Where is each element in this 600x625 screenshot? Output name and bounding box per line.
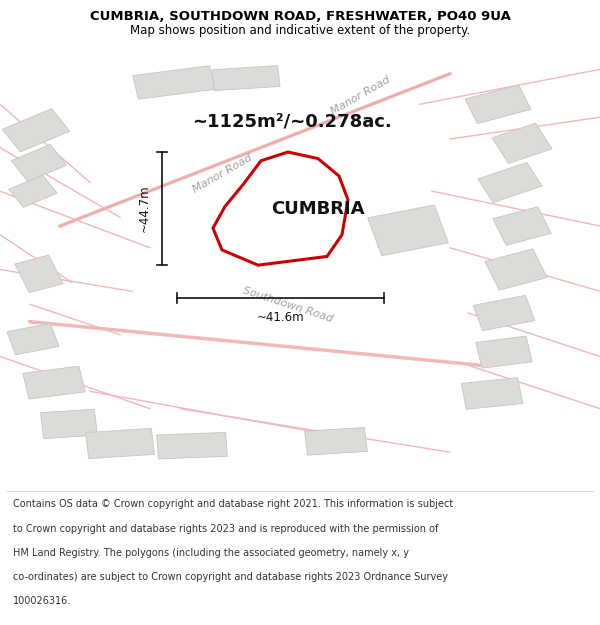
Polygon shape — [274, 228, 314, 254]
Polygon shape — [473, 296, 535, 331]
Polygon shape — [476, 336, 532, 368]
Polygon shape — [478, 162, 542, 202]
Polygon shape — [157, 432, 227, 459]
Polygon shape — [7, 323, 59, 355]
Text: to Crown copyright and database rights 2023 and is reproduced with the permissio: to Crown copyright and database rights 2… — [13, 524, 439, 534]
Polygon shape — [465, 85, 531, 124]
Text: ~41.6m: ~41.6m — [257, 311, 304, 324]
Polygon shape — [212, 66, 280, 91]
Text: CUMBRIA, SOUTHDOWN ROAD, FRESHWATER, PO40 9UA: CUMBRIA, SOUTHDOWN ROAD, FRESHWATER, PO4… — [89, 11, 511, 23]
Polygon shape — [15, 255, 63, 292]
Polygon shape — [226, 192, 290, 234]
Text: 100026316.: 100026316. — [13, 596, 71, 606]
Polygon shape — [492, 123, 552, 164]
Text: CUMBRIA: CUMBRIA — [271, 199, 365, 217]
Polygon shape — [23, 366, 85, 399]
Text: Map shows position and indicative extent of the property.: Map shows position and indicative extent… — [130, 24, 470, 38]
Polygon shape — [493, 207, 551, 245]
Text: Manor Road: Manor Road — [329, 74, 391, 116]
Polygon shape — [368, 205, 448, 256]
Polygon shape — [305, 428, 367, 455]
Polygon shape — [461, 378, 523, 409]
Polygon shape — [2, 109, 70, 152]
Polygon shape — [41, 409, 97, 439]
Polygon shape — [11, 144, 67, 181]
Text: Contains OS data © Crown copyright and database right 2021. This information is : Contains OS data © Crown copyright and d… — [13, 499, 454, 509]
Text: Southdown Road: Southdown Road — [242, 285, 334, 324]
Polygon shape — [86, 428, 154, 459]
Text: Manor Road: Manor Road — [191, 152, 253, 195]
Text: ~1125m²/~0.278ac.: ~1125m²/~0.278ac. — [192, 112, 392, 131]
Polygon shape — [213, 152, 348, 265]
Text: HM Land Registry. The polygons (including the associated geometry, namely x, y: HM Land Registry. The polygons (includin… — [13, 548, 409, 558]
Polygon shape — [133, 66, 215, 99]
Text: ~44.7m: ~44.7m — [138, 185, 151, 232]
Polygon shape — [485, 249, 547, 290]
Polygon shape — [9, 175, 57, 208]
Text: co-ordinates) are subject to Crown copyright and database rights 2023 Ordnance S: co-ordinates) are subject to Crown copyr… — [13, 572, 448, 582]
